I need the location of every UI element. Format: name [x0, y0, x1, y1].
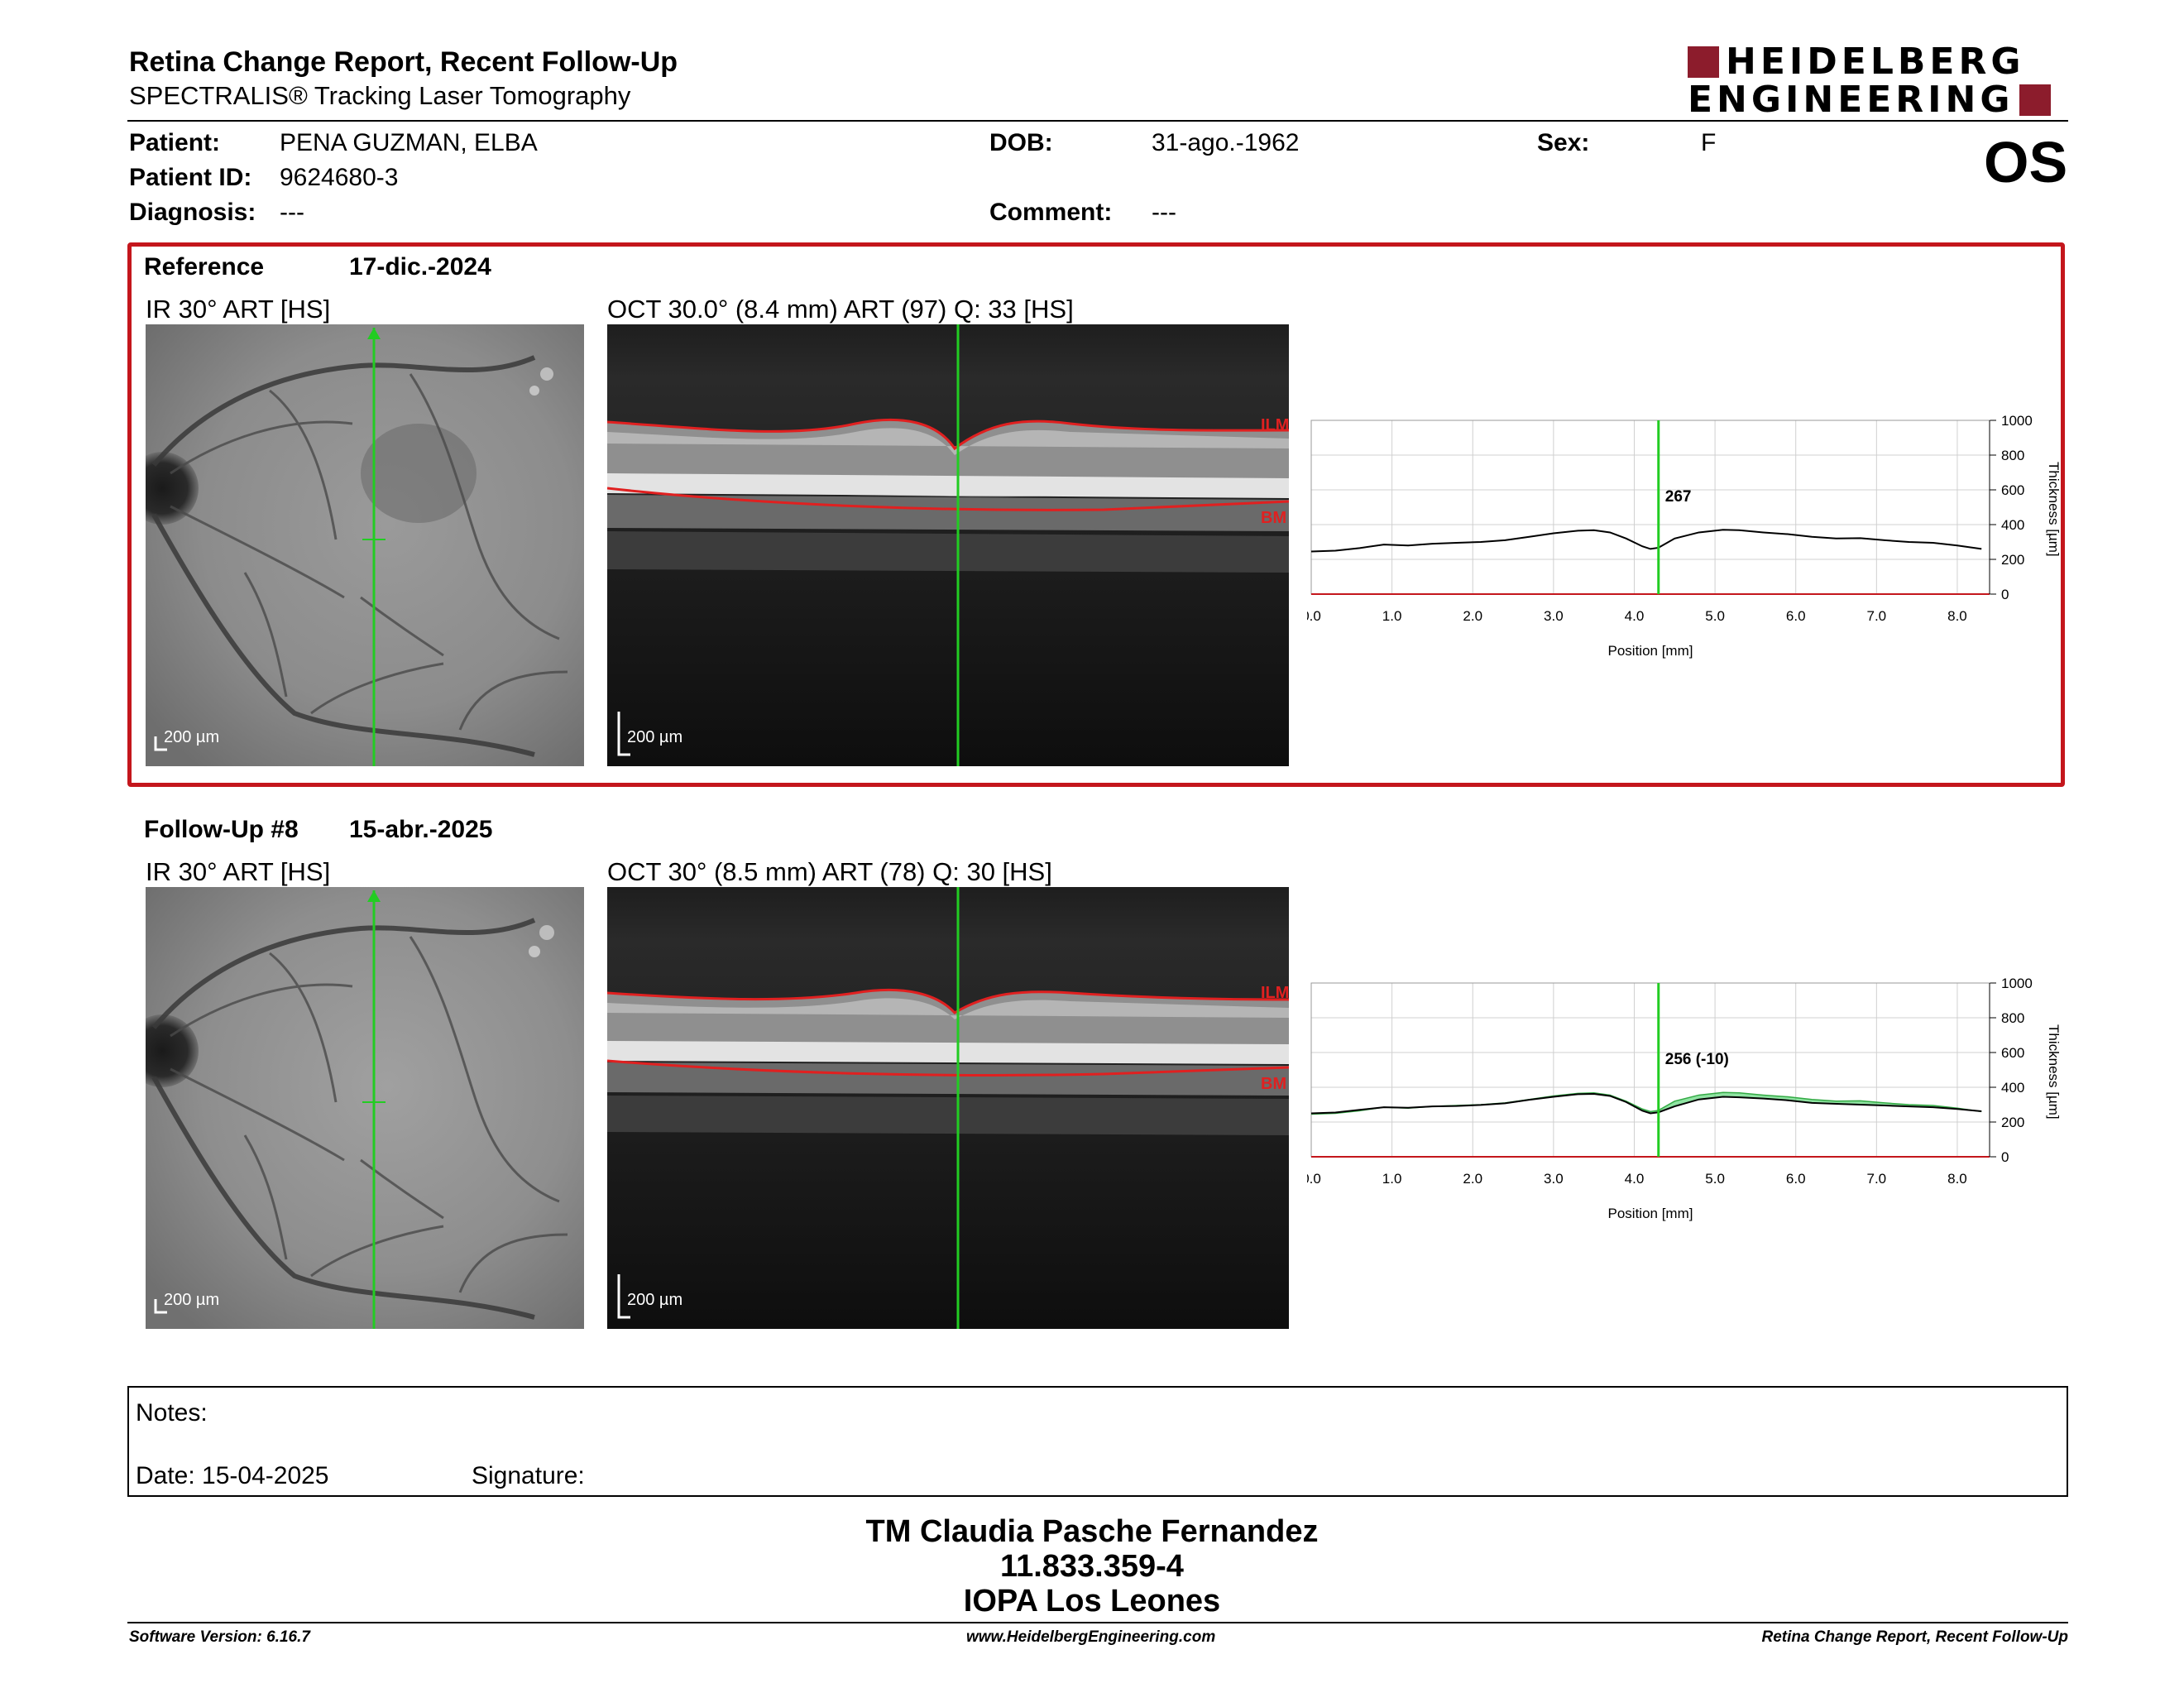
x-tick-label: 5.0	[1705, 1171, 1725, 1187]
x-tick-label: 8.0	[1947, 608, 1967, 624]
reference-thickness-chart: 0.0 1.0 2.0 3.0 4.0 5.0 6.0 7.0 8.0 0 200 400 600 800…	[1301, 413, 2076, 687]
dob-label: DOB:	[989, 129, 1053, 156]
y-tick-label: 0	[2001, 587, 2009, 602]
y-tick-label: 600	[2001, 1045, 2024, 1061]
y-tick-label: 1000	[2001, 976, 2033, 991]
patient-id-label: Patient ID:	[129, 164, 252, 191]
sex-label: Sex:	[1537, 129, 1590, 156]
y-tick-label: 0	[2001, 1149, 2009, 1165]
signoff-place: IOPA Los Leones	[963, 1584, 1221, 1618]
notes-label: Notes:	[136, 1399, 208, 1427]
x-tick-label: 4.0	[1625, 608, 1645, 624]
y-tick-label: 1000	[2001, 414, 2033, 429]
y-tick-label: 200	[2001, 552, 2024, 568]
reference-oct-label: OCT 30.0° (8.4 mm) ART (97) Q: 33 [HS]	[607, 295, 1074, 324]
logo-square-icon-2	[2019, 84, 2051, 116]
x-tick-label: 3.0	[1544, 1171, 1564, 1187]
x-tick-label: 6.0	[1786, 608, 1806, 624]
patient-name: PENA GUZMAN, ELBA	[280, 129, 538, 156]
y-tick-label: 800	[2001, 1010, 2024, 1026]
logo-square-icon	[1688, 46, 1719, 78]
reference-oct-image: ILM BM 200 µm	[607, 324, 1289, 766]
followup-ir-scale: 200 µm	[164, 1291, 220, 1309]
x-axis-label: Position [mm]	[1608, 643, 1693, 659]
dob-value: 31-ago.-1962	[1152, 129, 1300, 156]
eye-laterality: OS	[1984, 130, 2068, 194]
y-tick-label: 600	[2001, 482, 2024, 498]
series-line	[1310, 529, 1982, 553]
x-tick-label: 0.0	[1307, 608, 1321, 624]
change-area	[1311, 1092, 1982, 1115]
followup-chart-svg: 0.0 1.0 2.0 3.0 4.0 5.0 6.0 7.0 8.0 0 200 400 600 800…	[1301, 976, 2062, 1221]
signoff-rut: 11.833.359-4	[1000, 1549, 1184, 1584]
x-tick-label: 0.0	[1307, 1171, 1321, 1187]
report-subtitle: SPECTRALIS® Tracking Laser Tomography	[129, 81, 631, 110]
diagnosis-label: Diagnosis:	[129, 199, 256, 226]
reference-ir-scale: 200 µm	[164, 728, 220, 746]
y-tick-label: 200	[2001, 1115, 2024, 1130]
marker-value-label: 256 (-10)	[1665, 1051, 1729, 1068]
x-tick-label: 2.0	[1463, 1171, 1482, 1187]
x-tick-label: 2.0	[1463, 608, 1482, 624]
reference-ir-label: IR 30° ART [HS]	[146, 295, 331, 324]
followup-ir-label: IR 30° ART [HS]	[146, 857, 331, 886]
notes-box: Notes: Date: 15-04-2025 Signature:	[127, 1386, 2068, 1497]
x-tick-label: 7.0	[1867, 1171, 1887, 1187]
x-axis-label: Position [mm]	[1608, 1206, 1693, 1221]
reference-frame	[127, 242, 2065, 787]
x-tick-label: 7.0	[1867, 608, 1887, 624]
followup-label: Follow-Up #8	[144, 816, 299, 843]
y-axis-label: Thickness [µm]	[2046, 462, 2062, 557]
x-tick-label: 8.0	[1947, 1171, 1967, 1187]
comment-value: ---	[1152, 199, 1176, 226]
signoff-name: TM Claudia Pasche Fernandez	[865, 1514, 1319, 1549]
x-tick-label: 1.0	[1382, 1171, 1402, 1187]
reference-date: 17-dic.-2024	[349, 253, 491, 281]
followup-date: 15-abr.-2025	[349, 816, 493, 843]
followup-bm-label: BM	[1261, 1075, 1286, 1093]
comment-label: Comment:	[989, 199, 1113, 226]
logo-text-line1: HEIDELBERG	[1726, 41, 2025, 83]
y-axis-label: Thickness [µm]	[2046, 1024, 2062, 1120]
followup-thickness-chart: 0.0 1.0 2.0 3.0 4.0 5.0 6.0 7.0 8.0 0 200 400 600 800…	[1301, 976, 2076, 1249]
plot-frame	[1310, 982, 1990, 1158]
report-title: Retina Change Report, Recent Follow-Up	[129, 46, 678, 78]
followup-oct-image: ILM BM 200 µm	[607, 887, 1289, 1329]
x-tick-label: 4.0	[1625, 1171, 1645, 1187]
x-tick-label: 5.0	[1705, 608, 1725, 624]
x-tick-label: 3.0	[1544, 608, 1564, 624]
sex-value: F	[1701, 129, 1717, 156]
reference-ilm-label: ILM	[1261, 416, 1289, 434]
reference-oct-scale: 200 µm	[627, 728, 683, 746]
followup-oct-label: OCT 30° (8.5 mm) ART (78) Q: 30 [HS]	[607, 857, 1052, 886]
reference-ir-image: 200 µm	[146, 324, 584, 766]
plot-frame	[1310, 420, 1990, 595]
y-tick-label: 400	[2001, 1080, 2024, 1096]
y-tick-label: 400	[2001, 517, 2024, 533]
patient-label: Patient:	[129, 129, 221, 156]
x-tick-label: 6.0	[1786, 1171, 1806, 1187]
footer-divider	[127, 1622, 2068, 1623]
header-divider	[127, 120, 2068, 122]
series-line	[1310, 1092, 1982, 1115]
heidelberg-logo: HEIDELBERG ENGINEERING	[1688, 41, 2068, 121]
reference-label: Reference	[144, 253, 265, 281]
followup-oct-scale: 200 µm	[627, 1291, 683, 1309]
website-link[interactable]: www.HeidelbergEngineering.com	[966, 1628, 1216, 1646]
followup-ir-image: 200 µm	[146, 887, 584, 1329]
reference-chart-svg: 0.0 1.0 2.0 3.0 4.0 5.0 6.0 7.0 8.0 0 200 400 600 800…	[1301, 413, 2062, 659]
reference-bm-label: BM	[1261, 509, 1286, 527]
x-tick-label: 1.0	[1382, 608, 1402, 624]
y-tick-label: 800	[2001, 448, 2024, 463]
notes-date: Date: 15-04-2025	[136, 1462, 329, 1489]
software-version: Software Version: 6.16.7	[129, 1628, 310, 1646]
logo-text-line2: ENGINEERING	[1688, 79, 2014, 121]
footer-report-title: Retina Change Report, Recent Follow-Up	[1761, 1628, 2068, 1646]
marker-value-label: 267	[1665, 488, 1692, 506]
signature-label: Signature:	[472, 1462, 585, 1489]
diagnosis-value: ---	[280, 199, 304, 226]
followup-ilm-label: ILM	[1261, 984, 1289, 1002]
patient-id: 9624680-3	[280, 164, 399, 191]
